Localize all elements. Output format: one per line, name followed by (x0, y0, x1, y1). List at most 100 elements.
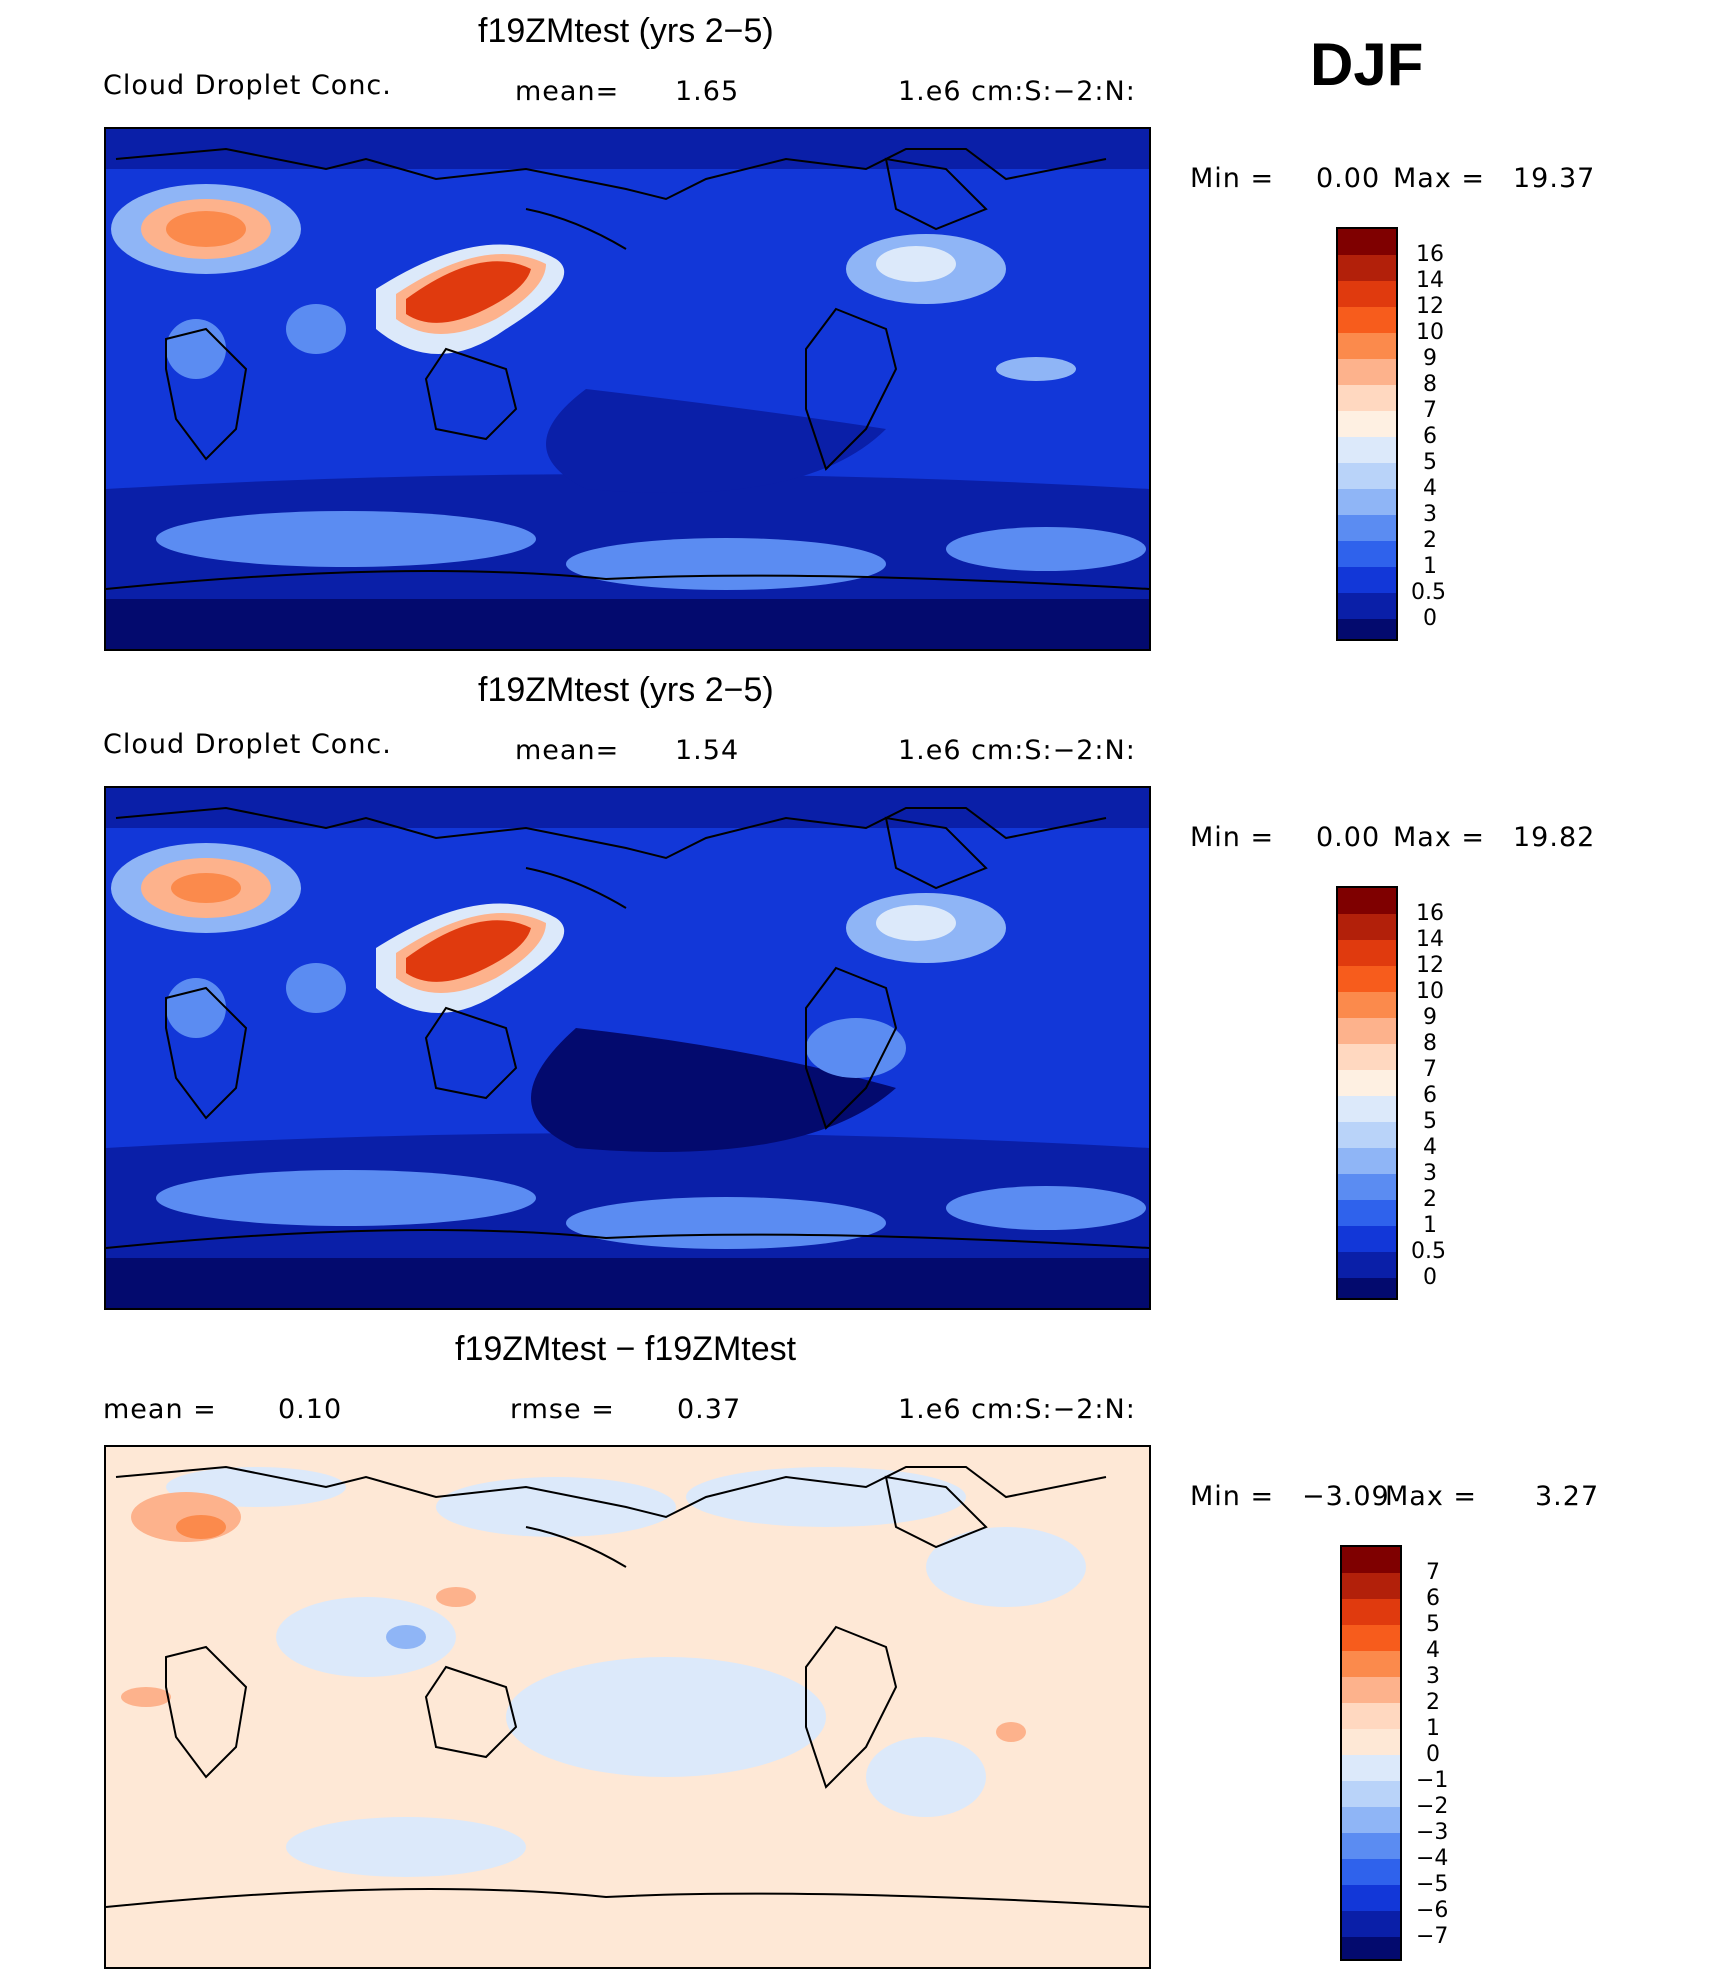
colorbar-swatch (1342, 1677, 1400, 1703)
colorbar-tick: 1 (1426, 1716, 1440, 1741)
colorbar-swatch (1342, 1625, 1400, 1651)
colorbar-swatch (1338, 619, 1396, 639)
colorbar-tick: 8 (1423, 372, 1437, 397)
colorbar-swatch (1338, 1226, 1396, 1252)
colorbar-tick: 10 (1416, 979, 1444, 1004)
min-value: 0.00 (1316, 163, 1381, 194)
colorbar-tick: 2 (1423, 1187, 1437, 1212)
colorbar-tick: 0 (1423, 606, 1437, 631)
colorbar-swatch (1342, 1807, 1400, 1833)
mean-label: mean= (515, 735, 620, 766)
colorbar-tick: 4 (1423, 476, 1437, 501)
mean-label: mean= (515, 76, 620, 107)
panel-title: f19ZMtest (yrs 2−5) (478, 671, 774, 709)
mean-value: 1.54 (675, 735, 740, 766)
colorbar-swatch (1342, 1833, 1400, 1859)
colorbar-swatch (1342, 1599, 1400, 1625)
min-label: Min = (1190, 822, 1275, 853)
colorbar-swatch (1342, 1911, 1400, 1937)
colorbar-swatch (1342, 1781, 1400, 1807)
colorbar-tick: 2 (1423, 528, 1437, 553)
colorbar-swatch (1338, 1122, 1396, 1148)
colorbar-swatch (1342, 1729, 1400, 1755)
colorbar-tick: 5 (1426, 1612, 1440, 1637)
colorbar-tick: 12 (1416, 294, 1444, 319)
colorbar-swatch (1338, 593, 1396, 619)
max-value: 3.27 (1535, 1481, 1600, 1512)
colorbar-tick: 5 (1423, 450, 1437, 475)
colorbar-tick: 3 (1423, 1161, 1437, 1186)
colorbar-tick: 0 (1423, 1265, 1437, 1290)
colorbar-tick: −4 (1416, 1846, 1449, 1871)
colorbar-tick: 4 (1426, 1638, 1440, 1663)
colorbar-tick: 14 (1416, 927, 1444, 952)
colorbar-tick: −1 (1416, 1768, 1449, 1793)
map-panel-2 (104, 786, 1151, 1310)
colorbar-tick: 6 (1423, 1083, 1437, 1108)
colorbar-swatch (1338, 281, 1396, 307)
colorbar-swatch (1338, 567, 1396, 593)
colorbar-swatch (1338, 359, 1396, 385)
colorbar-swatch (1338, 1252, 1396, 1278)
colorbar-2 (1336, 886, 1398, 1300)
min-label: Min = (1190, 1481, 1275, 1512)
colorbar-swatch (1342, 1651, 1400, 1677)
min-label: Min = (1190, 163, 1275, 194)
variable-label: Cloud Droplet Conc. (103, 70, 392, 101)
colorbar-tick: 16 (1416, 901, 1444, 926)
units-label: 1.e6 cm:S:−2:N: (898, 735, 1136, 766)
mean-label: mean = (103, 1394, 217, 1425)
max-label: Max = (1385, 1481, 1478, 1512)
colorbar-swatch (1338, 333, 1396, 359)
contour-field (106, 129, 1149, 649)
colorbar-swatch (1338, 515, 1396, 541)
panel-title: f19ZMtest − f19ZMtest (455, 1330, 797, 1368)
colorbar-3 (1340, 1545, 1402, 1961)
colorbar-tick: 7 (1426, 1560, 1440, 1585)
colorbar-swatch (1342, 1703, 1400, 1729)
colorbar-swatch (1338, 1044, 1396, 1070)
colorbar-tick: 7 (1423, 1057, 1437, 1082)
rmse-value: 0.37 (677, 1394, 742, 1425)
colorbar-tick: 2 (1426, 1690, 1440, 1715)
colorbar-swatch (1338, 489, 1396, 515)
colorbar-tick: 0.5 (1411, 580, 1446, 605)
colorbar-swatch (1338, 1174, 1396, 1200)
mean-value: 1.65 (675, 76, 740, 107)
max-value: 19.37 (1513, 163, 1596, 194)
map-panel-3 (104, 1445, 1151, 1969)
colorbar-tick: 16 (1416, 242, 1444, 267)
colorbar-tick: −3 (1416, 1820, 1449, 1845)
colorbar-swatch (1338, 541, 1396, 567)
colorbar-swatch (1338, 229, 1396, 255)
colorbar-tick: −2 (1416, 1794, 1449, 1819)
colorbar-swatch (1342, 1547, 1400, 1573)
colorbar-swatch (1338, 437, 1396, 463)
colorbar-tick: 14 (1416, 268, 1444, 293)
min-value: 0.00 (1316, 822, 1381, 853)
colorbar-swatch (1338, 255, 1396, 281)
colorbar-swatch (1338, 914, 1396, 940)
colorbar-swatch (1338, 385, 1396, 411)
colorbar-tick: 12 (1416, 953, 1444, 978)
rmse-label: rmse = (510, 1394, 615, 1425)
contour-field (106, 1447, 1149, 1967)
colorbar-tick: 3 (1426, 1664, 1440, 1689)
colorbar-swatch (1338, 463, 1396, 489)
colorbar-tick: 3 (1423, 502, 1437, 527)
colorbar-swatch (1338, 307, 1396, 333)
contour-field (106, 788, 1149, 1308)
colorbar-tick: −7 (1416, 1924, 1449, 1949)
colorbar-swatch (1342, 1573, 1400, 1599)
colorbar-swatch (1338, 940, 1396, 966)
colorbar-swatch (1342, 1755, 1400, 1781)
colorbar-swatch (1342, 1859, 1400, 1885)
colorbar-tick: 10 (1416, 320, 1444, 345)
colorbar-swatch (1338, 1278, 1396, 1298)
colorbar-swatch (1338, 411, 1396, 437)
colorbar-tick: 0 (1426, 1742, 1440, 1767)
max-label: Max = (1393, 822, 1486, 853)
colorbar-1 (1336, 227, 1398, 641)
variable-label: Cloud Droplet Conc. (103, 729, 392, 760)
colorbar-tick: 6 (1426, 1586, 1440, 1611)
